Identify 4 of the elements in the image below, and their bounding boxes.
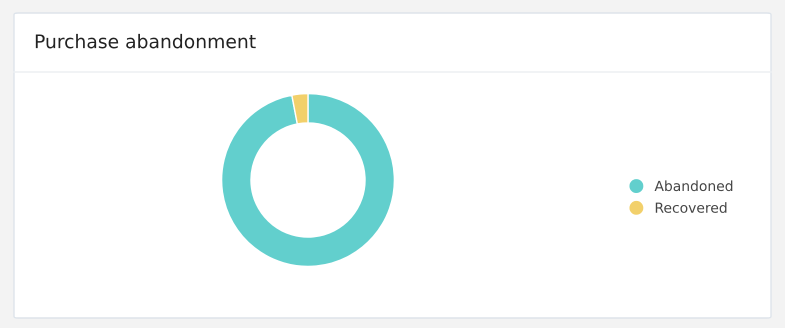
- legend-label: Recovered: [656, 202, 726, 213]
- chart-title: Purchase abandonment: [36, 34, 256, 48]
- donut-slice: [220, 92, 396, 268]
- legend-label: Abandoned: [654, 180, 732, 192]
